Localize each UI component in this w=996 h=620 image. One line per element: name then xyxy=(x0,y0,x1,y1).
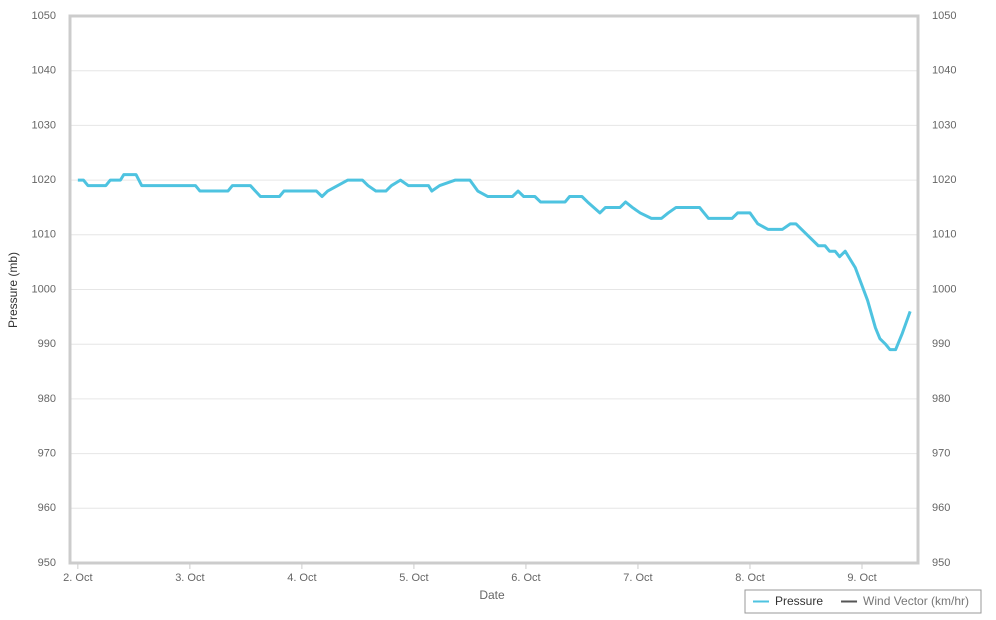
y2-tick-label: 1040 xyxy=(932,65,956,77)
x-tick-label: 8. Oct xyxy=(735,572,764,584)
x-tick-label: 9. Oct xyxy=(847,572,876,584)
y-tick-label: 1000 xyxy=(32,283,56,295)
y2-tick-label: 950 xyxy=(932,557,950,569)
x-tick-label: 5. Oct xyxy=(399,572,428,584)
y-tick-label: 1010 xyxy=(32,229,56,241)
legend-box xyxy=(744,589,982,614)
y2-tick-label: 1020 xyxy=(932,174,956,186)
y-tick-label: 960 xyxy=(38,502,56,514)
y-tick-label: 970 xyxy=(38,448,56,460)
line xyxy=(77,173,912,352)
y-axis-label: Pressure (mb) xyxy=(6,252,20,328)
y2-tick-label: 970 xyxy=(932,448,950,460)
y2-tick-label: 1000 xyxy=(932,283,956,295)
legend-label: Wind Vector (km/hr) xyxy=(863,594,969,608)
x-tick-label: 7. Oct xyxy=(623,572,652,584)
y-tick-label: 1020 xyxy=(32,174,56,186)
y2-tick-label: 960 xyxy=(932,502,950,514)
y2-tick-label: 1050 xyxy=(932,10,956,22)
legend-label: Pressure xyxy=(775,594,823,608)
x-tick-label: 4. Oct xyxy=(287,572,316,584)
x-tick-label: 3. Oct xyxy=(175,572,204,584)
plot-border xyxy=(68,14,920,565)
y2-tick-label: 990 xyxy=(932,338,950,350)
y-tick-label: 1050 xyxy=(32,10,56,22)
y2-tick-label: 1010 xyxy=(932,229,956,241)
x-axis-label: Date xyxy=(479,588,505,602)
y2-tick-label: 1030 xyxy=(932,119,956,131)
y-tick-label: 1040 xyxy=(32,65,56,77)
y-tick-label: 950 xyxy=(38,557,56,569)
x-tick-label: 2. Oct xyxy=(63,572,92,584)
y-tick-label: 980 xyxy=(38,393,56,405)
y2-tick-label: 980 xyxy=(932,393,950,405)
legend: Pressure Wind Vector (km/hr) xyxy=(744,589,982,614)
y-tick-label: 990 xyxy=(38,338,56,350)
x-tick-label: 6. Oct xyxy=(511,572,540,584)
y-tick-label: 1030 xyxy=(32,119,56,131)
